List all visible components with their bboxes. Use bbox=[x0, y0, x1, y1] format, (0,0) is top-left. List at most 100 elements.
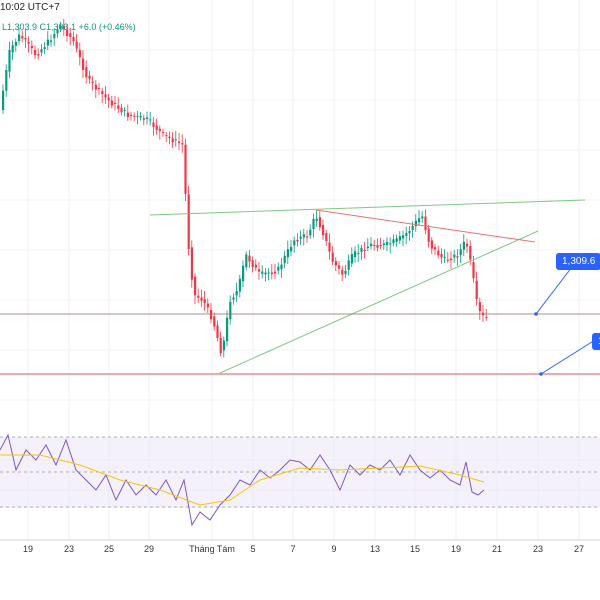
rsi-band-fill bbox=[0, 437, 600, 508]
candle-body bbox=[34, 50, 37, 56]
candle-body bbox=[376, 245, 379, 248]
candle-body bbox=[325, 233, 328, 241]
candle-body bbox=[395, 238, 398, 242]
x-tick-label: 19 bbox=[450, 544, 462, 554]
candle-body bbox=[142, 118, 145, 120]
chart-time-label: 10:02 UTC+7 bbox=[0, 2, 60, 13]
candle-body bbox=[133, 115, 136, 117]
candle-body bbox=[267, 272, 270, 274]
candle-body bbox=[331, 252, 334, 262]
candle-body bbox=[82, 58, 85, 71]
candle-body bbox=[379, 245, 382, 247]
candle-body bbox=[389, 243, 392, 245]
candle-body bbox=[120, 107, 123, 113]
candle-body bbox=[123, 110, 126, 112]
candle-body bbox=[459, 249, 462, 256]
candle-body bbox=[408, 231, 411, 234]
candle-body bbox=[370, 243, 373, 247]
candle-body bbox=[254, 264, 257, 268]
candle-body bbox=[334, 261, 337, 266]
candle-body bbox=[206, 303, 209, 308]
candle-body bbox=[437, 250, 440, 256]
candle-body bbox=[302, 234, 305, 238]
candle-body bbox=[178, 141, 181, 144]
candle-body bbox=[306, 236, 309, 238]
candle-body bbox=[155, 125, 158, 131]
candle-body bbox=[5, 70, 8, 91]
candle-body bbox=[50, 40, 53, 43]
x-tick-label: 15 bbox=[409, 544, 421, 554]
candle-body bbox=[104, 94, 107, 98]
candle-body bbox=[402, 235, 405, 239]
x-tick-label: 27 bbox=[573, 544, 585, 554]
candle-body bbox=[450, 258, 453, 261]
candle-body bbox=[312, 218, 315, 229]
candle-body bbox=[24, 38, 27, 40]
candle-body bbox=[168, 136, 171, 138]
candle-body bbox=[56, 29, 59, 34]
rsi-moving-average bbox=[0, 454, 485, 506]
candle-body bbox=[162, 132, 165, 133]
label-connector-lower bbox=[540, 339, 596, 375]
candle-body bbox=[187, 194, 190, 250]
candle-body bbox=[226, 317, 229, 342]
candle-body bbox=[318, 217, 321, 228]
candle-body bbox=[130, 115, 133, 116]
candle-body bbox=[78, 50, 81, 58]
candle-body bbox=[197, 295, 200, 298]
candle-body bbox=[350, 254, 353, 264]
candle-body bbox=[117, 105, 120, 109]
candle-body bbox=[277, 266, 280, 271]
x-tick-label: 29 bbox=[143, 544, 155, 554]
candle-body bbox=[107, 97, 110, 101]
candle-body bbox=[427, 228, 430, 242]
candle-body bbox=[424, 216, 427, 231]
candle-body bbox=[69, 33, 72, 37]
candle-body bbox=[126, 112, 129, 117]
rsi-series bbox=[0, 433, 485, 527]
candle-body bbox=[386, 241, 389, 245]
candle-body bbox=[229, 301, 232, 320]
candle-body bbox=[184, 144, 187, 194]
candle-body bbox=[18, 34, 21, 41]
candle-body bbox=[366, 246, 369, 249]
candle-body bbox=[94, 84, 97, 90]
price-label-lower[interactable]: 1 bbox=[592, 333, 600, 350]
candle-body bbox=[146, 117, 149, 119]
candle-body bbox=[296, 239, 299, 242]
candle-body bbox=[328, 242, 331, 252]
candle-body bbox=[14, 41, 17, 46]
x-tick-label: 9 bbox=[331, 544, 337, 554]
candle-body bbox=[245, 254, 248, 268]
x-tick-label: 25 bbox=[103, 544, 115, 554]
candle-body bbox=[392, 239, 395, 244]
candle-body bbox=[434, 247, 437, 250]
candle-body bbox=[75, 41, 78, 49]
candle-body bbox=[248, 255, 251, 262]
anchor-dot-lower bbox=[539, 372, 543, 376]
x-tick-label: 23 bbox=[63, 544, 75, 554]
trend-lines bbox=[0, 199, 600, 376]
candle-body bbox=[136, 115, 139, 117]
candle-body bbox=[158, 128, 161, 132]
candle-body bbox=[251, 260, 254, 268]
candle-body bbox=[283, 255, 286, 264]
candle-body bbox=[322, 225, 325, 236]
candle-body bbox=[421, 216, 424, 219]
candle-body bbox=[280, 264, 283, 270]
x-tick-label: 19 bbox=[22, 544, 34, 554]
candle-body bbox=[261, 271, 264, 274]
candle-body bbox=[30, 46, 33, 49]
candle-body bbox=[174, 139, 177, 141]
price-label-upper[interactable]: 1,309.6 bbox=[556, 253, 600, 270]
x-tick-label: 7 bbox=[290, 544, 296, 554]
rsi-line bbox=[0, 433, 485, 527]
candle-body bbox=[53, 34, 56, 39]
candle-body bbox=[382, 243, 385, 245]
candle-body bbox=[149, 119, 152, 121]
candle-body bbox=[478, 302, 481, 312]
x-tick-label: 23 bbox=[532, 544, 544, 554]
candle-body bbox=[286, 249, 289, 258]
